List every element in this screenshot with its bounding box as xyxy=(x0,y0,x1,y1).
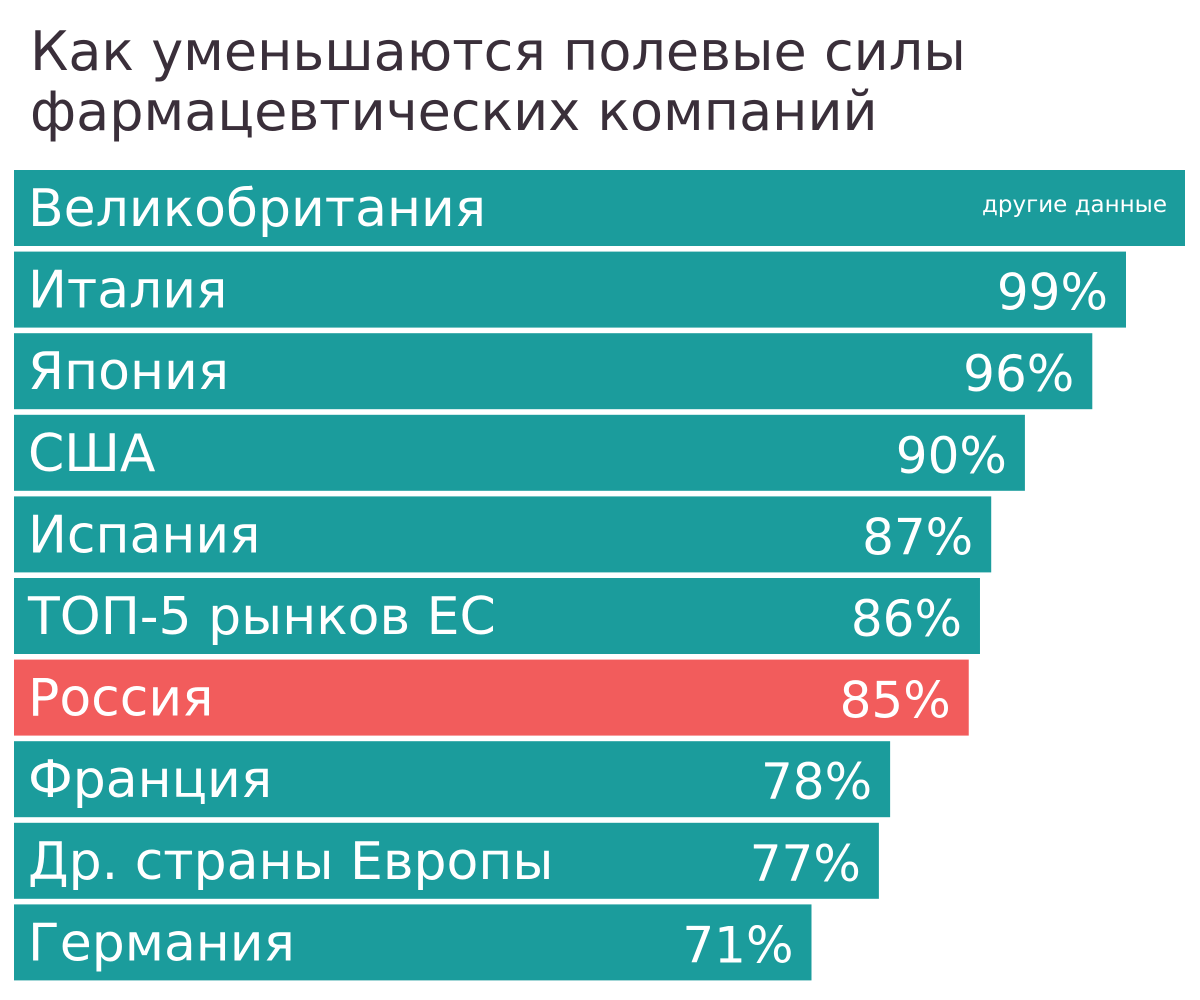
bar xyxy=(14,170,1185,246)
bar-category-label: Япония xyxy=(28,342,229,402)
bar xyxy=(14,578,980,654)
bar-category-label: Россия xyxy=(28,669,213,729)
bar xyxy=(14,333,1093,410)
bar xyxy=(14,496,992,573)
bar-value-label: 71% xyxy=(682,916,793,974)
bar xyxy=(14,659,969,736)
bar-value-label: 85% xyxy=(840,672,951,730)
bar xyxy=(14,904,812,981)
bar-category-label: Италия xyxy=(28,261,227,321)
bar-value-label: 96% xyxy=(963,345,1074,403)
bar-value-label: 99% xyxy=(997,264,1108,322)
bar xyxy=(14,251,1126,328)
bar-note: другие данные xyxy=(982,192,1167,218)
bar-category-label: Франция xyxy=(28,750,272,810)
bar xyxy=(14,414,1025,491)
bar-category-label: ТОП-5 рынков ЕС xyxy=(27,587,496,647)
bar-category-label: Германия xyxy=(28,913,295,973)
bar-value-label: 78% xyxy=(761,753,872,811)
bar-value-label: 87% xyxy=(862,508,973,566)
bar-value-label: 90% xyxy=(896,427,1007,485)
chart-title: Как уменьшаются полевые силы фармацевтич… xyxy=(30,20,966,143)
bar xyxy=(14,822,879,899)
bar-value-label: 77% xyxy=(750,835,861,893)
bar-value-label: 86% xyxy=(851,590,962,648)
bar-category-label: Великобритания xyxy=(28,179,486,239)
bar-category-label: Др. страны Европы xyxy=(28,832,553,892)
bar xyxy=(14,741,891,818)
bar-category-label: Испания xyxy=(28,505,260,565)
bar-category-label: США xyxy=(28,424,156,484)
